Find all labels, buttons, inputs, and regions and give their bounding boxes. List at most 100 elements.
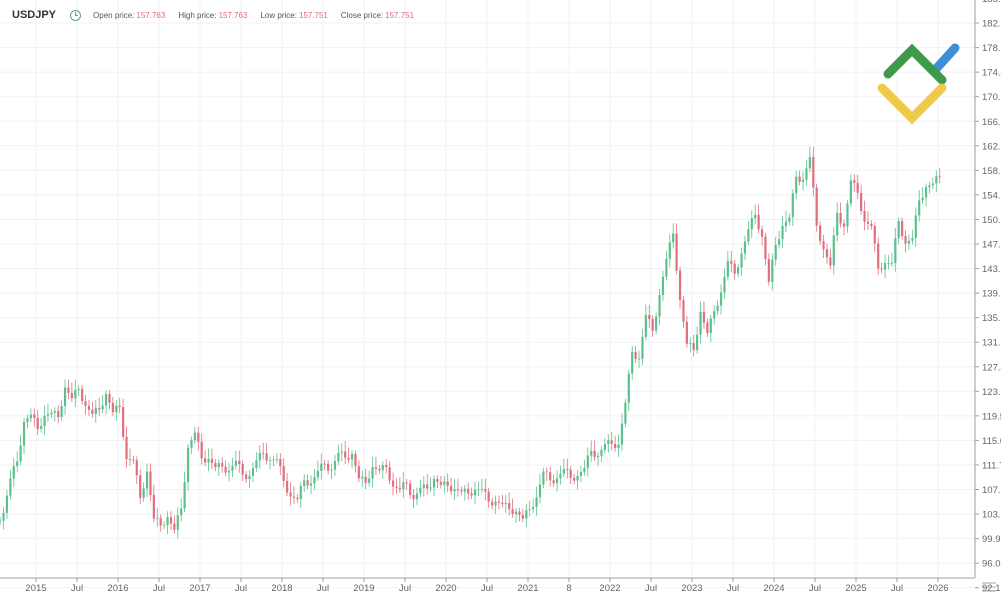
candle-body bbox=[832, 235, 835, 266]
candle-body bbox=[122, 407, 125, 437]
candle-body bbox=[525, 510, 528, 519]
candle-body bbox=[801, 179, 805, 182]
candle-body bbox=[631, 351, 634, 374]
clock-icon[interactable] bbox=[70, 9, 82, 21]
candle-body bbox=[583, 467, 586, 472]
candle-body bbox=[313, 477, 316, 484]
y-tick-label: 162.710 bbox=[982, 141, 1001, 152]
y-tick-label: 111.750 bbox=[982, 460, 1001, 471]
candle-body bbox=[603, 443, 606, 450]
candle-body bbox=[552, 480, 555, 484]
candle-body bbox=[808, 157, 811, 169]
candle-body bbox=[262, 453, 265, 454]
y-tick-label: 139.190 bbox=[982, 289, 1001, 300]
candle-body bbox=[856, 182, 859, 193]
candle-body bbox=[822, 241, 825, 250]
candle-body bbox=[391, 480, 395, 487]
candle-body bbox=[778, 239, 781, 245]
candle-body bbox=[94, 407, 97, 414]
candle-body bbox=[559, 473, 562, 479]
x-tick-label: Jul bbox=[399, 583, 411, 594]
candle-body bbox=[839, 212, 842, 224]
x-tick-label: Jul bbox=[153, 583, 165, 594]
candle-body bbox=[368, 478, 371, 483]
candle-body bbox=[340, 451, 343, 453]
candle-body bbox=[145, 471, 149, 489]
candle-body bbox=[91, 409, 94, 414]
candle-body bbox=[730, 261, 733, 264]
y-tick-label: 131.350 bbox=[982, 338, 1001, 349]
candle-body bbox=[737, 267, 740, 274]
candle-body bbox=[596, 455, 600, 458]
candle-body bbox=[784, 221, 788, 227]
candle-body bbox=[743, 241, 747, 254]
candle-body bbox=[224, 466, 227, 473]
candle-body bbox=[757, 214, 760, 230]
candle-body bbox=[798, 176, 801, 182]
candle-body bbox=[371, 467, 374, 479]
candle-body bbox=[67, 387, 70, 393]
candle-body bbox=[63, 387, 67, 407]
x-tick-label: Jul bbox=[891, 583, 903, 594]
candle-body bbox=[419, 487, 422, 494]
candle-body bbox=[713, 311, 716, 319]
candle-body bbox=[883, 262, 887, 270]
candle-body bbox=[333, 461, 337, 470]
candle-body bbox=[309, 483, 313, 486]
candle-body bbox=[873, 226, 876, 244]
candle-body bbox=[511, 509, 514, 515]
candle-body bbox=[227, 470, 231, 473]
candle-body bbox=[245, 474, 248, 480]
candle-body bbox=[292, 496, 296, 498]
candle-body bbox=[726, 261, 729, 277]
candle-body bbox=[668, 242, 671, 259]
candle-body bbox=[378, 468, 381, 471]
candle-body bbox=[590, 450, 593, 456]
candle-body bbox=[661, 276, 665, 295]
candle-body bbox=[289, 492, 292, 497]
candle-body bbox=[494, 501, 497, 506]
candle-body bbox=[904, 236, 907, 244]
candle-body bbox=[275, 459, 278, 460]
candle-body bbox=[422, 484, 425, 488]
candle-body bbox=[931, 183, 934, 186]
settings-icon[interactable] bbox=[982, 582, 996, 592]
candle-body bbox=[221, 463, 224, 467]
candle-body bbox=[788, 217, 791, 222]
candle-body bbox=[617, 444, 620, 449]
x-tick-label: Jul bbox=[235, 583, 247, 594]
candle-body bbox=[166, 517, 169, 526]
candle-body bbox=[450, 485, 453, 492]
candle-body bbox=[344, 451, 347, 458]
open-value: 157.763 bbox=[136, 10, 166, 20]
candle-body bbox=[467, 488, 470, 494]
candle-body bbox=[812, 157, 815, 188]
candle-body bbox=[719, 292, 723, 306]
x-tick-label: Jul bbox=[727, 583, 739, 594]
y-tick-label: 135.270 bbox=[982, 313, 1001, 324]
candle-body bbox=[644, 314, 647, 337]
y-tick-label: 96.070 bbox=[982, 559, 1001, 570]
candle-body bbox=[176, 515, 179, 530]
candle-body bbox=[323, 463, 326, 465]
y-tick-label: 92.150 bbox=[982, 583, 1001, 594]
candle-body bbox=[938, 176, 941, 178]
candle-body bbox=[651, 319, 654, 331]
candle-body bbox=[43, 415, 46, 427]
candle-body bbox=[819, 225, 822, 242]
candle-body bbox=[104, 393, 108, 406]
candle-body bbox=[388, 467, 391, 481]
candle-body bbox=[480, 489, 483, 490]
candle-body bbox=[12, 466, 15, 479]
candle-body bbox=[918, 200, 921, 216]
candle-body bbox=[805, 168, 808, 180]
candle-body bbox=[614, 443, 617, 449]
candle-body bbox=[911, 237, 914, 241]
candle-body bbox=[460, 490, 463, 492]
candle-body bbox=[180, 508, 183, 516]
candle-body bbox=[689, 343, 692, 344]
candle-body bbox=[600, 449, 603, 456]
candle-body bbox=[248, 475, 251, 480]
candle-body bbox=[87, 405, 91, 410]
